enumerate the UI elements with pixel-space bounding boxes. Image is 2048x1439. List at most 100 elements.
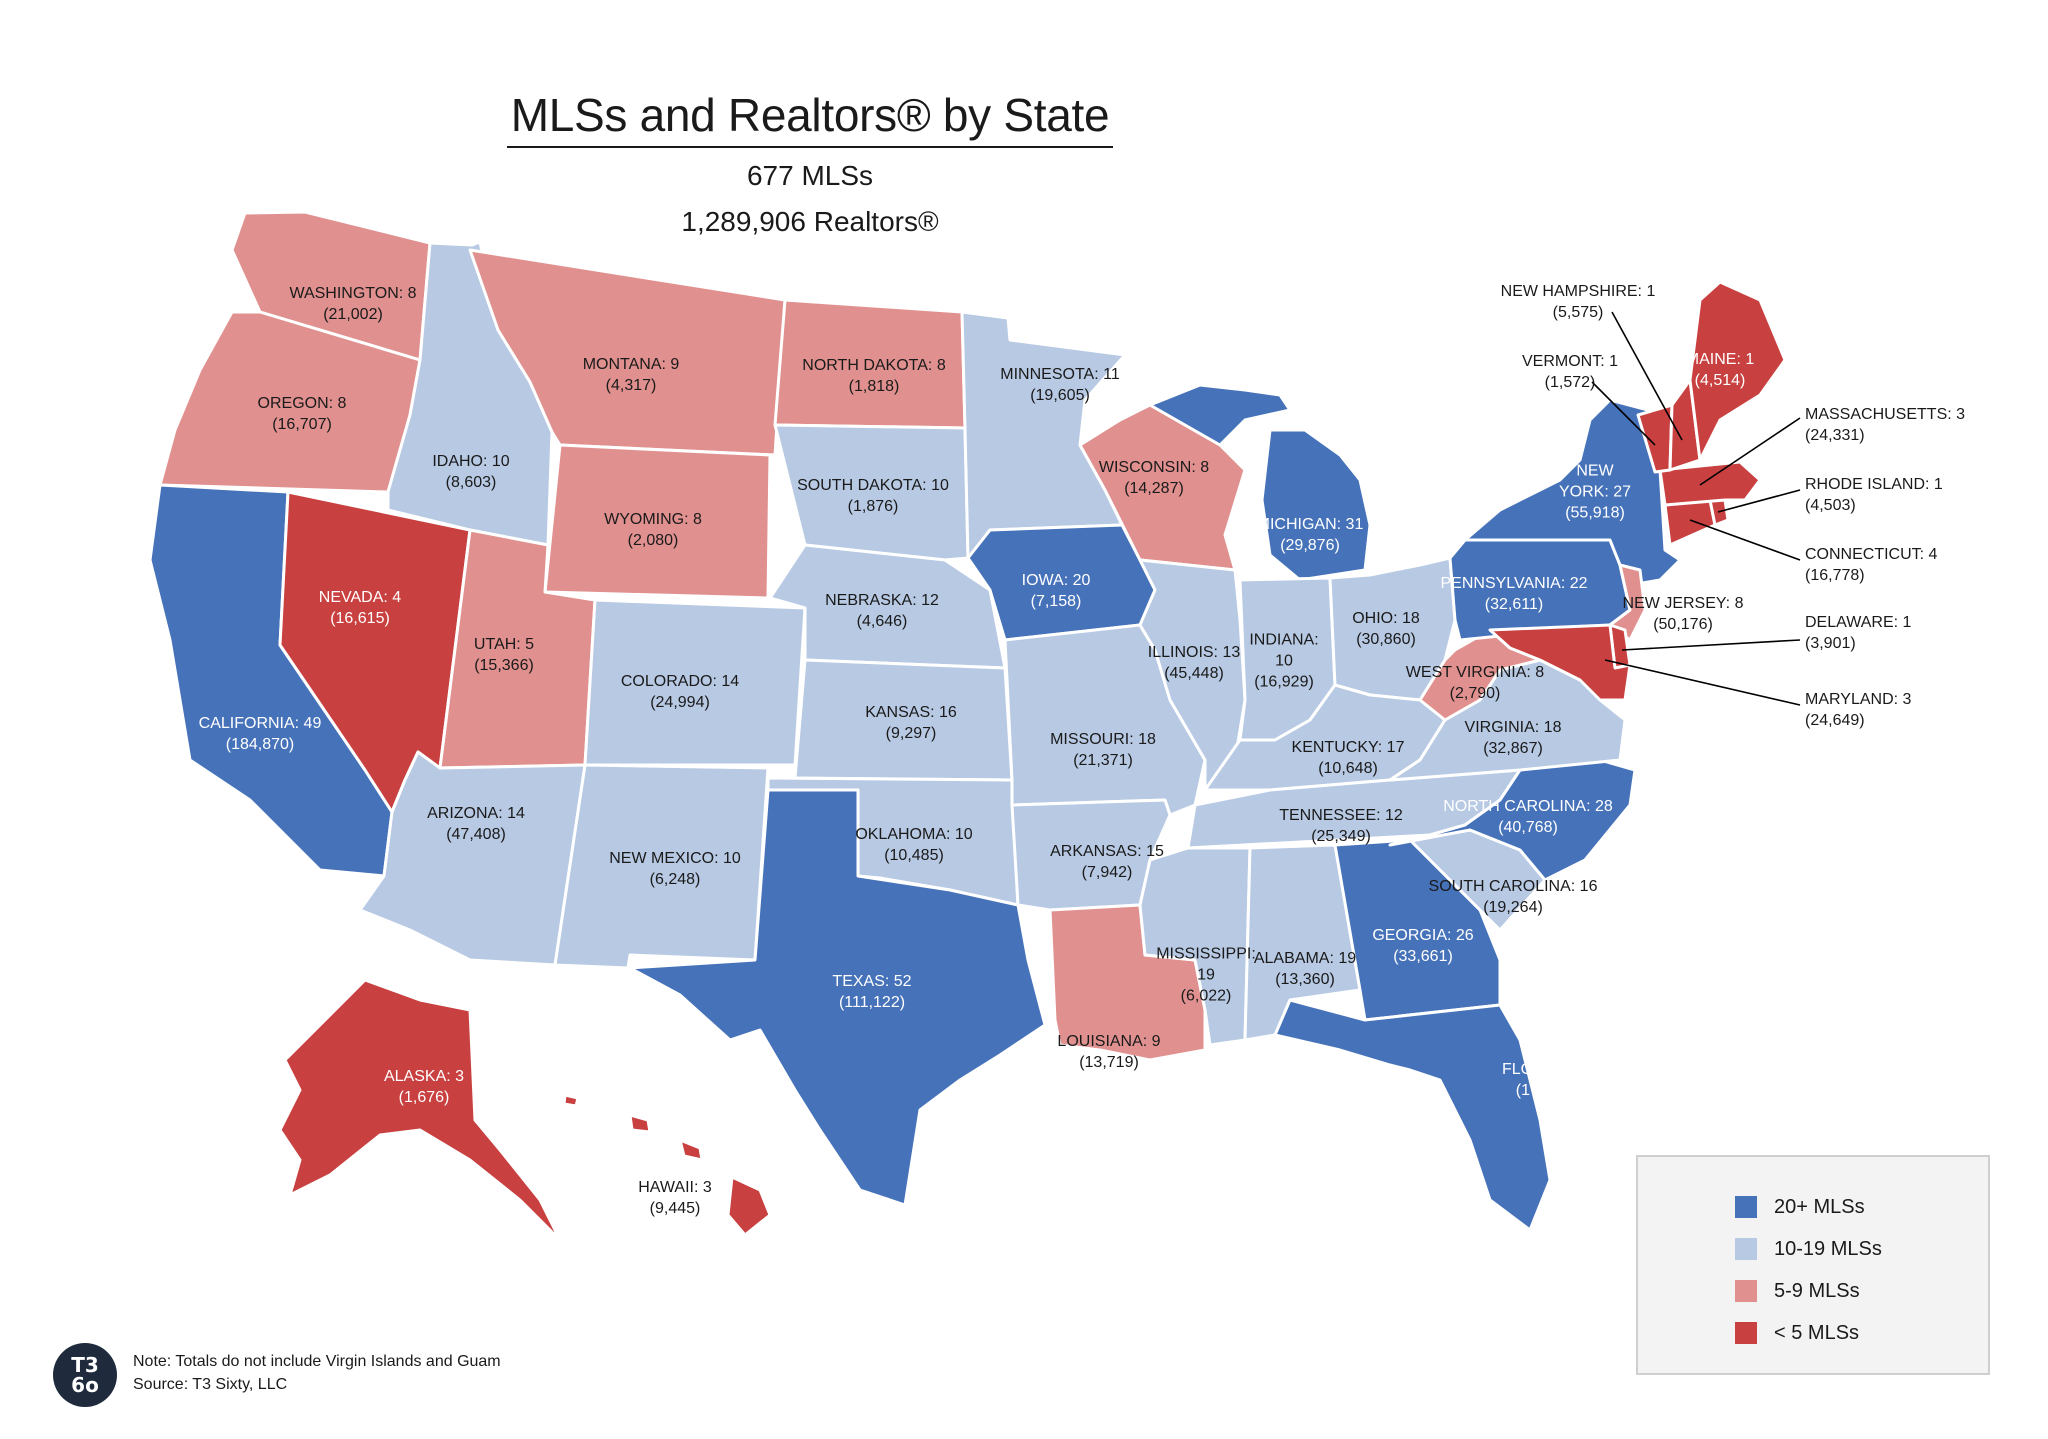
state-label-line1: VIRGINIA: 18 — [1464, 719, 1562, 736]
state-shape-ak — [278, 978, 562, 1242]
state-label-line2: (19,605) — [1030, 387, 1090, 404]
state-shape-mi — [1260, 428, 1372, 582]
state-label-de: DELAWARE: 1 (3,901) — [1805, 612, 1911, 654]
state-label-line2: (33,661) — [1393, 948, 1453, 965]
state-label-mo: MISSOURI: 18 (21,371) — [1050, 729, 1156, 771]
state-label-line2: (16,778) — [1805, 567, 1865, 584]
state-label-me: MAINE: 1 (4,514) — [1686, 349, 1754, 391]
state-shape-nc — [1388, 758, 1637, 882]
state-label-line1: MASSACHUSETTS: 3 — [1805, 406, 1966, 423]
state-label-oh: OHIO: 18 (30,860) — [1352, 608, 1420, 650]
state-label-wa: WASHINGTON: 8 (21,002) — [289, 283, 416, 325]
state-label-line1: ILLINOIS: 13 — [1147, 644, 1241, 661]
state-label-line1: MICHIGAN: 31 — [1256, 516, 1364, 533]
state-label-wv: WEST VIRGINIA: 8 (2,790) — [1406, 662, 1544, 704]
state-label-line1: IDAHO: 10 — [432, 453, 510, 470]
state-shape-ma — [1658, 460, 1762, 507]
state-label-va: VIRGINIA: 18 (32,867) — [1465, 717, 1562, 759]
state-shape-tx — [628, 788, 1047, 1207]
state-label-line1: OHIO: 18 — [1352, 610, 1420, 627]
state-label-hi: HAWAII: 3 (9,445) — [638, 1177, 712, 1219]
state-label-line1: PENNSYLVANIA: 22 — [1440, 575, 1588, 592]
state-label-line2: (21,002) — [323, 306, 383, 323]
state-label-line1: IOWA: 20 — [1021, 572, 1091, 589]
state-label-line1: WASHINGTON: 8 — [289, 285, 417, 302]
state-label-pa: PENNSYLVANIA: 22 (32,611) — [1440, 573, 1587, 615]
state-label-line2: (24,994) — [650, 694, 710, 711]
state-label-ar: ARKANSAS: 15 (7,942) — [1050, 841, 1164, 883]
state-label-ks: KANSAS: 16 (9,297) — [865, 702, 957, 744]
page-title: MLSs and Realtors® by State — [506, 88, 1114, 148]
state-label-line1: MAINE: 1 — [1685, 351, 1755, 368]
state-label-line2: (50,176) — [1653, 616, 1713, 633]
legend-label: 10-19 MLSs — [1774, 1237, 1882, 1260]
legend-label: 20+ MLSs — [1774, 1195, 1865, 1218]
state-label-line2: (45,448) — [1164, 665, 1224, 682]
state-label-line1: WEST VIRGINIA: 8 — [1405, 664, 1545, 681]
state-label-line2: (10,648) — [1318, 760, 1378, 777]
note-text: Note: Totals do not include Virgin Islan… — [133, 1353, 501, 1370]
legend-item-5-9: 5-9 MLSs — [1735, 1279, 1860, 1303]
state-label-la: LOUISIANA: 9 (13,719) — [1057, 1031, 1160, 1073]
state-label-line2: (6,248) — [649, 871, 701, 888]
state-label-line3: (55,918) — [1565, 504, 1625, 522]
state-label-line1: NEW JERSEY: 8 — [1622, 595, 1744, 612]
state-shape-me — [1688, 280, 1787, 462]
leader-line-de — [1621, 639, 1801, 651]
state-label-or: OREGON: 8 (16,707) — [258, 393, 347, 435]
state-label-line2: (4,317) — [605, 377, 657, 394]
state-label-line1: NEW HAMPSHIRE: 1 — [1500, 283, 1656, 300]
logo-line-2: 6o — [71, 1373, 99, 1397]
legend-swatch-10-19 — [1735, 1238, 1757, 1260]
state-shape-sd — [773, 423, 970, 562]
state-shape-wi — [1078, 403, 1247, 572]
state-label-line2: (7,158) — [1030, 593, 1082, 610]
state-label-line2: (7,942) — [1081, 864, 1133, 881]
state-label-tx: TEXAS: 52 (111,122) — [832, 971, 911, 1013]
state-label-il: ILLINOIS: 13 (45,448) — [1148, 642, 1241, 684]
leader-line-ct — [1689, 519, 1801, 561]
state-label-line1: NEW MEXICO: 10 — [609, 850, 741, 867]
state-label-ky: KENTUCKY: 17 (10,648) — [1292, 737, 1405, 779]
state-label-line1: GEORGIA: 26 — [1372, 927, 1474, 944]
state-label-line2: (40,768) — [1498, 819, 1558, 836]
state-label-line1: KENTUCKY: 17 — [1291, 739, 1405, 756]
state-label-line1: SOUTH CAROLINA: 16 — [1428, 878, 1598, 895]
state-label-line2: (9,445) — [649, 1200, 701, 1217]
legend-label: 5-9 MLSs — [1774, 1279, 1860, 1302]
state-label-line1: CALIFORNIA: 49 — [198, 715, 322, 732]
state-label-ny: NEW YORK: 27 (55,918) — [1559, 461, 1631, 524]
leader-line-nh — [1611, 311, 1683, 441]
state-label-line1: MARYLAND: 3 — [1805, 691, 1912, 708]
state-label-line1: CONNECTICUT: 4 — [1805, 546, 1938, 563]
leader-line-md — [1604, 659, 1801, 706]
state-label-line2: (29,876) — [1280, 537, 1340, 554]
state-label-id: IDAHO: 10 (8,603) — [432, 451, 509, 493]
state-label-line1: OKLAHOMA: 10 — [855, 826, 973, 843]
state-label-md: MARYLAND: 3 (24,649) — [1805, 689, 1911, 731]
state-label-line1: ALASKA: 3 — [383, 1068, 465, 1085]
state-shape-wy — [543, 443, 772, 600]
state-label-line3: (6,022) — [1180, 987, 1232, 1005]
state-label-line1: MISSISSIPPI: — [1156, 945, 1256, 963]
state-label-ms: MISSISSIPPI: 19 (6,022) — [1156, 944, 1256, 1007]
state-label-line1: NEVADA: 4 — [318, 589, 402, 606]
state-label-line2: (184,870) — [225, 736, 295, 753]
legend: 20+ MLSs 10-19 MLSs 5-9 MLSs < 5 MLSs — [1636, 1155, 1990, 1375]
state-label-line2: (1,572) — [1544, 374, 1596, 391]
state-label-line2: (15,366) — [474, 657, 534, 674]
state-shape-mi — [1148, 383, 1292, 447]
state-label-line2: (3,901) — [1805, 635, 1856, 652]
state-label-line1: DELAWARE: 1 — [1805, 614, 1912, 631]
state-label-ne: NEBRASKA: 12 (4,646) — [825, 590, 939, 632]
state-label-line1: NEW — [1576, 462, 1614, 480]
state-label-ok: OKLAHOMA: 10 (10,485) — [855, 824, 972, 866]
state-shape-hi — [678, 1138, 704, 1162]
state-shape-ct — [1663, 498, 1717, 547]
state-label-line2: (13,719) — [1079, 1054, 1139, 1071]
state-label-line2: (1,676) — [398, 1089, 450, 1106]
source-text: Source: T3 Sixty, LLC — [133, 1376, 288, 1393]
state-label-line2: (4,514) — [1694, 372, 1746, 389]
state-label-line1: TENNESSEE: 12 — [1279, 807, 1403, 824]
state-label-line2: (2,790) — [1449, 685, 1501, 702]
